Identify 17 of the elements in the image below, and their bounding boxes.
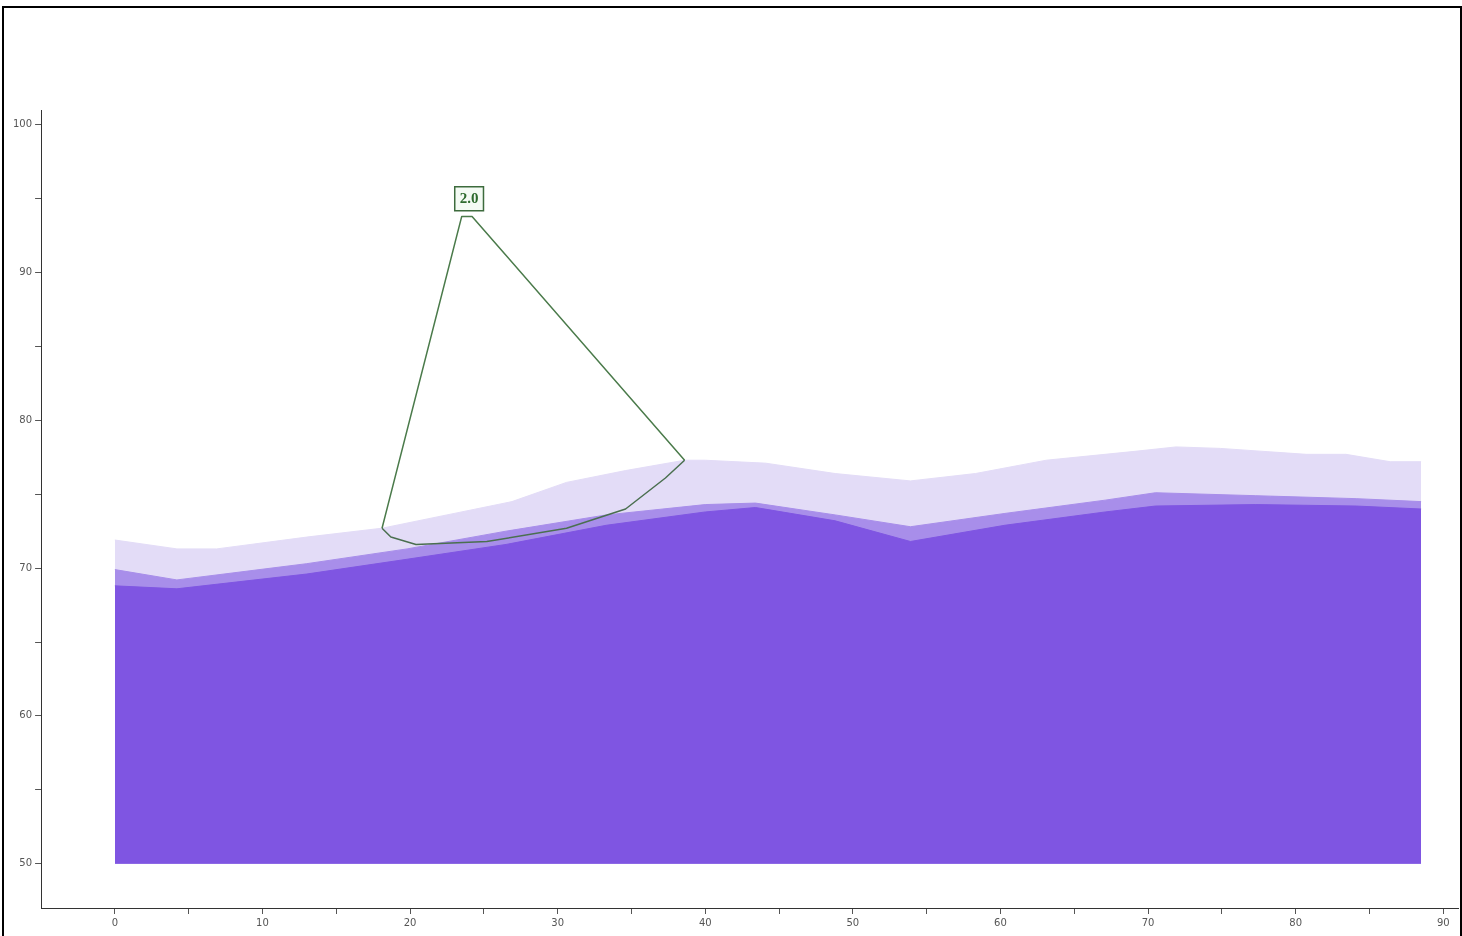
x-tick-label: 30: [551, 916, 565, 928]
y-tick-label: 80: [19, 413, 33, 425]
x-tick-label: 50: [846, 916, 860, 928]
x-tick-label: 90: [1436, 916, 1450, 928]
x-tick-label: 40: [698, 916, 712, 928]
x-tick-label: 10: [256, 916, 269, 928]
annotation: 2.0: [459, 189, 479, 206]
x-tick-label: 70: [1141, 916, 1155, 928]
x-tick-label: 0: [111, 916, 119, 928]
y-tick-label: 90: [19, 266, 33, 278]
y-tick-label: 70: [19, 561, 33, 573]
x-tick-label: 60: [994, 916, 1007, 928]
x-tick-label: 20: [403, 916, 417, 928]
x-tick-label: 80: [1289, 916, 1303, 928]
y-tick-label: 100: [12, 118, 33, 130]
y-tick-label: 60: [19, 709, 33, 721]
y-tick-label: 50: [19, 857, 33, 869]
